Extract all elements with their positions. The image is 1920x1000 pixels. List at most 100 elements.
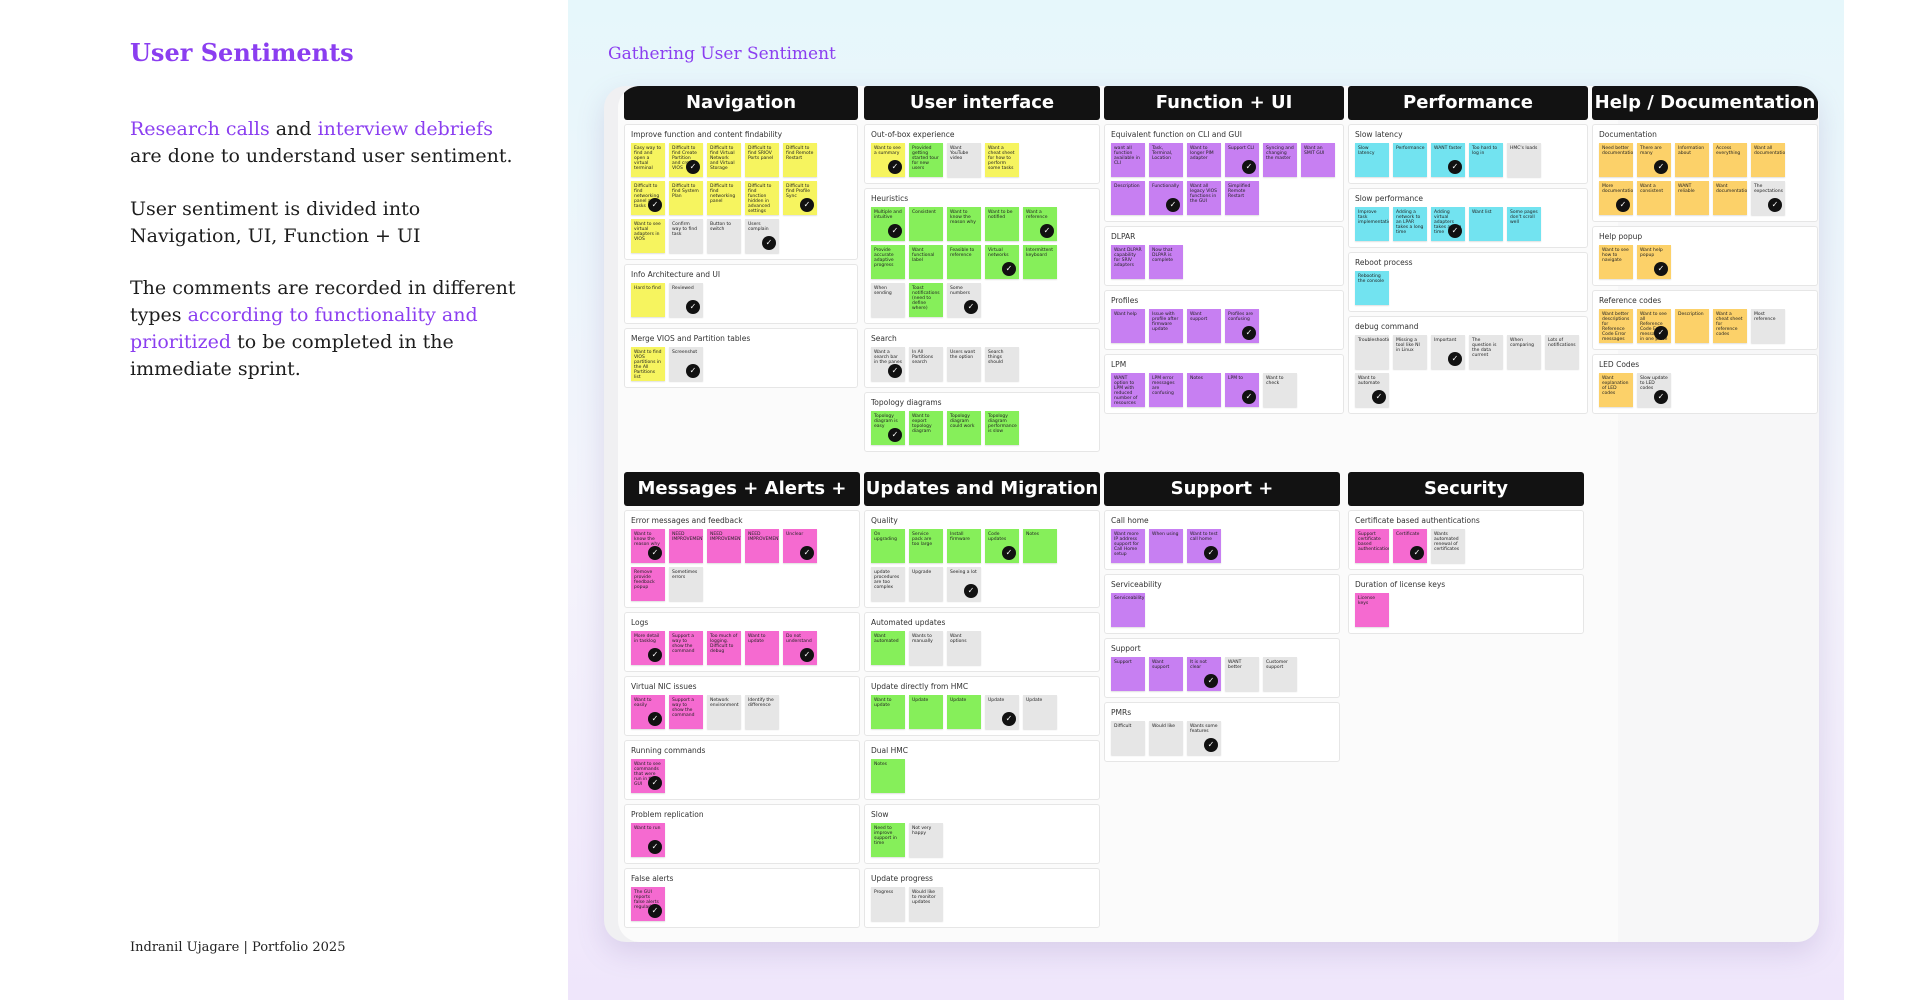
sticky-note: Consistent bbox=[909, 207, 943, 241]
sticky-note: Search things should bbox=[985, 347, 1019, 381]
note-list: Want to find VIOS partitions in the All … bbox=[631, 347, 851, 381]
checkmark-icon: ✓ bbox=[1204, 546, 1218, 560]
note-group: Equivalent function on CLI and GUI want a… bbox=[1104, 124, 1344, 222]
sticky-note: When sending bbox=[871, 283, 905, 317]
sticky-note: Toast notifications (need to define wher… bbox=[909, 283, 943, 317]
note-group: Search Want a search bar in the panes ✓ In … bbox=[864, 328, 1100, 388]
note-group: Problem replication Want to run ✓ bbox=[624, 804, 860, 864]
sticky-note: Want to longer PIM adapter bbox=[1187, 143, 1221, 177]
sticky-note: Lots of notifications bbox=[1545, 335, 1579, 369]
checkmark-icon: ✓ bbox=[888, 428, 902, 442]
sticky-note: Difficult to find Remote Restart bbox=[783, 143, 817, 177]
note-group: Reboot process Rebooting the console bbox=[1348, 252, 1588, 312]
sticky-note: update procedures are too complex bbox=[871, 567, 905, 601]
group-label: Serviceability bbox=[1111, 580, 1162, 589]
column-header: Support + Serviceability bbox=[1104, 472, 1340, 533]
sticky-note: Want functional label bbox=[909, 245, 943, 279]
note-group: Virtual NIC issues Want to easily ✓ Support… bbox=[624, 676, 860, 736]
sticky-note: Update bbox=[947, 695, 981, 729]
checkmark-icon: ✓ bbox=[648, 776, 662, 790]
group-label: Reboot process bbox=[1355, 258, 1413, 267]
column-header: User interface bbox=[864, 86, 1100, 120]
portfolio-footer: Indranil Ujagare | Portfolio 2025 bbox=[130, 940, 346, 955]
group-label: Equivalent function on CLI and GUI bbox=[1111, 130, 1242, 139]
sticky-note: Want to find VIOS partitions in the All … bbox=[631, 347, 665, 381]
sticky-note: Description bbox=[1111, 181, 1145, 215]
group-label: Virtual NIC issues bbox=[631, 682, 697, 691]
checkmark-icon: ✓ bbox=[800, 198, 814, 212]
checkmark-icon: ✓ bbox=[1448, 352, 1462, 366]
sticky-note: Want to automate ✓ bbox=[1355, 373, 1389, 407]
group-label: Out-of-box experience bbox=[871, 130, 955, 139]
sticky-note: Task, Terminal, Location bbox=[1149, 143, 1183, 177]
group-label: Certificate based authentications bbox=[1355, 516, 1480, 525]
section-title: Gathering User Sentiment bbox=[608, 44, 836, 64]
group-label: Info Architecture and UI bbox=[631, 270, 721, 279]
sticky-note: Want a consistent bbox=[1637, 181, 1671, 215]
sticky-note: Wants automated renewal of certificates bbox=[1431, 529, 1465, 563]
sticky-note: Missing a tool like NI in Linux bbox=[1393, 335, 1427, 369]
sticky-note: Users want the option bbox=[947, 347, 981, 381]
board-column: Navigation Improve function and content f… bbox=[624, 86, 858, 388]
left-panel: User Sentiments Research calls and inter… bbox=[0, 0, 575, 1000]
sticky-note: Customer support bbox=[1263, 657, 1297, 691]
sticky-note: Want all documentation bbox=[1751, 143, 1785, 177]
board-column: Security Certificate based authentication… bbox=[1348, 472, 1584, 634]
sticky-note: LPM to ✓ bbox=[1225, 373, 1259, 407]
note-list: Want explanation of LED codes Slow update… bbox=[1599, 373, 1811, 407]
sticky-note: Description bbox=[1675, 309, 1709, 343]
sticky-note: Want a search bar in the panes ✓ bbox=[871, 347, 905, 381]
sticky-note: More documentation ✓ bbox=[1599, 181, 1633, 215]
sticky-note: Notes bbox=[1187, 373, 1221, 407]
note-group: Improve function and content findability… bbox=[624, 124, 858, 260]
sticky-note: Want automated bbox=[871, 631, 905, 665]
sticky-note: Need better documentation bbox=[1599, 143, 1633, 177]
checkmark-icon: ✓ bbox=[1242, 160, 1256, 174]
sticky-note: LPM error messages are confusing bbox=[1149, 373, 1183, 407]
checkmark-icon: ✓ bbox=[1654, 390, 1668, 404]
sticky-note: Want to check bbox=[1263, 373, 1297, 407]
sticky-note: When using bbox=[1149, 529, 1183, 563]
sticky-note: Virtual networks ✓ bbox=[985, 245, 1019, 279]
note-group: Dual HMC Notes bbox=[864, 740, 1100, 800]
sticky-note: Want to be notified bbox=[985, 207, 1019, 241]
board-column: User interface Out-of-box experience Want … bbox=[864, 86, 1100, 452]
note-group: DLPAR Want DLPAR capability for SRIV adap… bbox=[1104, 226, 1344, 286]
note-group: Running commands Want to see commands tha… bbox=[624, 740, 860, 800]
checkmark-icon: ✓ bbox=[1040, 224, 1054, 238]
sticky-note: Difficult to find Virtual Network and Vi… bbox=[707, 143, 741, 177]
sticky-note: Reviewed ✓ bbox=[669, 283, 703, 317]
text: are done to understand user sentiment. bbox=[130, 145, 513, 167]
note-list: want all function available in CLI Task, … bbox=[1111, 143, 1337, 215]
sticky-note: Hard to find bbox=[631, 283, 665, 317]
sticky-note: Performance bbox=[1393, 143, 1427, 177]
checkmark-icon: ✓ bbox=[1002, 712, 1016, 726]
checkmark-icon: ✓ bbox=[686, 300, 700, 314]
note-list: Progress Would like to monitor updates bbox=[871, 887, 1093, 921]
sticky-note: Certificate ✓ bbox=[1393, 529, 1427, 563]
group-label: Running commands bbox=[631, 746, 706, 755]
sticky-note: Important ✓ bbox=[1431, 335, 1465, 369]
checkmark-icon: ✓ bbox=[964, 584, 978, 598]
sticky-note: Notes bbox=[1023, 529, 1057, 563]
sticky-note: Network environment bbox=[707, 695, 741, 729]
checkmark-icon: ✓ bbox=[1448, 224, 1462, 238]
checkmark-icon: ✓ bbox=[1654, 160, 1668, 174]
group-label: Search bbox=[871, 334, 897, 343]
board-canvas: Navigation Improve function and content f… bbox=[618, 86, 1818, 942]
group-label: Update directly from HMC bbox=[871, 682, 969, 691]
checkmark-icon: ✓ bbox=[888, 224, 902, 238]
note-group: Logs More detail in tasklog ✓ Support a way… bbox=[624, 612, 860, 672]
sticky-note: WANT faster ✓ bbox=[1431, 143, 1465, 177]
group-label: Support bbox=[1111, 644, 1141, 653]
sticky-note: Not very happy bbox=[909, 823, 943, 857]
sticky-note: Support CLI ✓ bbox=[1225, 143, 1259, 177]
sticky-note: Support a way to show the command bbox=[669, 631, 703, 665]
sticky-note: Difficult to find function hidden in adv… bbox=[745, 181, 779, 215]
note-list: Hard to find Reviewed ✓ bbox=[631, 283, 851, 317]
note-list: Want to see how to navigate Want help pop… bbox=[1599, 245, 1811, 279]
checkmark-icon: ✓ bbox=[1002, 546, 1016, 560]
sticky-note: In All Partitions search bbox=[909, 347, 943, 381]
sticky-note: Want to see virtual adapters in VIOS bbox=[631, 219, 665, 253]
note-list: On upgrading Service pack are too large In… bbox=[871, 529, 1093, 601]
